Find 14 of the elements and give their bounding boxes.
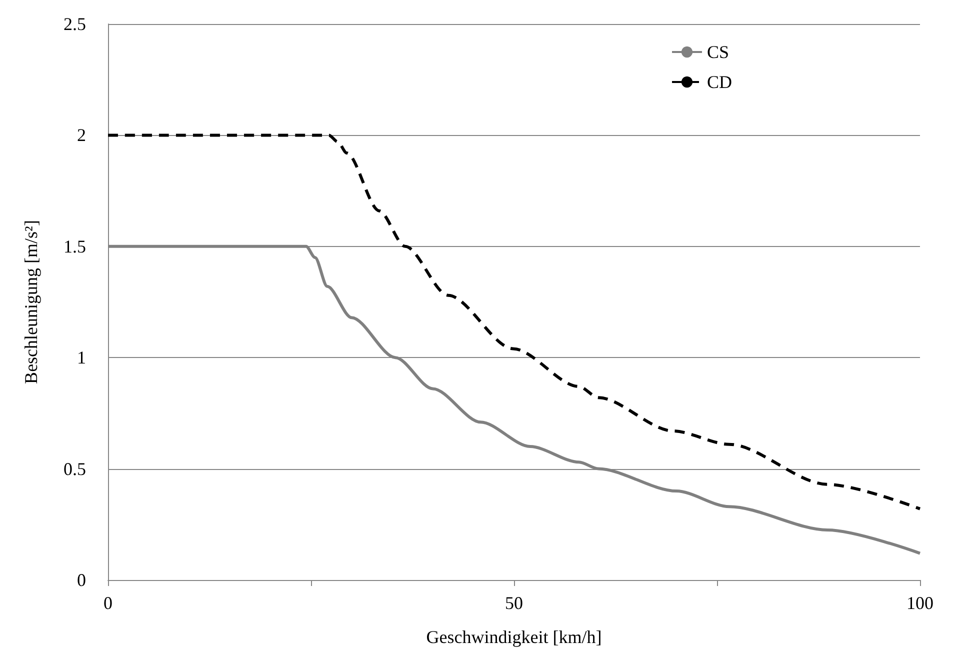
y-tick-label: 0.5 <box>64 458 86 479</box>
y-tick-label: 1 <box>77 348 86 368</box>
y-tick-label: 2.5 <box>64 14 86 34</box>
y-axis-title: Beschleunigung [m/s²] <box>21 220 41 384</box>
line-series <box>106 134 922 510</box>
x-tick-label: 50 <box>505 593 523 613</box>
y-tick-label: 2 <box>77 125 86 146</box>
legend-label: CS <box>706 42 730 62</box>
x-tick-label: 100 <box>906 593 934 613</box>
y-tick-label: 0 <box>77 570 86 590</box>
x-axis-title: Geschwindigkeit [km/h] <box>426 627 602 647</box>
x-tick-label: 0 <box>104 593 112 613</box>
legend-label: CD <box>706 72 732 92</box>
y-tick-label: 1.5 <box>64 236 86 256</box>
